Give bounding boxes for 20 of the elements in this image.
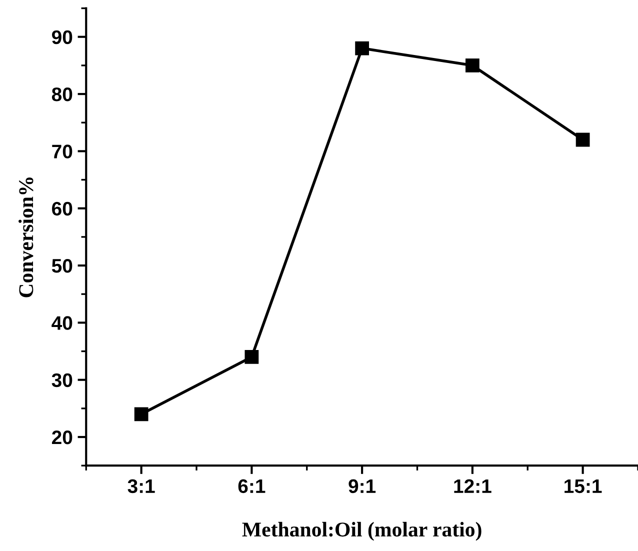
y-tick-label: 90: [52, 30, 72, 44]
point: [465, 58, 480, 72]
y-tick-label: 60: [52, 202, 72, 216]
x-axis-title: Methanol:Oil (molar ratio): [242, 522, 482, 541]
point: [244, 350, 259, 364]
x-tick-label: 3:1: [128, 479, 155, 494]
y-tick-label: 80: [52, 87, 72, 102]
y-axis-title: Conversion%: [18, 178, 34, 298]
x-tick-label: 12:1: [454, 479, 492, 493]
point: [134, 407, 148, 422]
x-tick-label: 15:1: [564, 480, 602, 494]
y-tick-label: 20: [52, 430, 72, 444]
point: [355, 41, 370, 56]
x-tick-label: 6:1: [238, 479, 266, 494]
x-tick-label: 9:1: [348, 479, 376, 494]
y-tick-label: 70: [52, 144, 72, 158]
y-tick-label: 30: [52, 373, 72, 388]
y-tick-label: 50: [52, 258, 72, 273]
y-tick-label: 40: [52, 316, 72, 330]
point: [576, 132, 590, 147]
